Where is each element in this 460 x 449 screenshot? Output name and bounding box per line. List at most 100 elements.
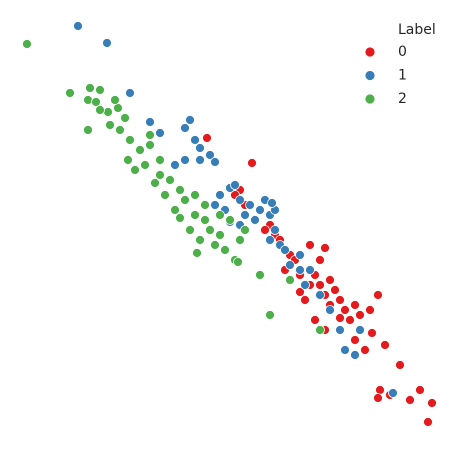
point xyxy=(115,125,125,135)
point xyxy=(315,280,325,290)
point xyxy=(180,195,190,205)
point xyxy=(240,210,250,220)
point xyxy=(205,225,215,235)
point xyxy=(350,335,360,345)
point xyxy=(247,158,257,168)
point xyxy=(388,388,398,398)
point xyxy=(195,155,205,165)
point xyxy=(270,225,280,235)
point xyxy=(145,130,155,140)
point xyxy=(215,230,225,240)
point xyxy=(305,265,315,275)
point xyxy=(375,385,385,395)
point xyxy=(210,240,220,250)
point xyxy=(123,155,133,165)
point xyxy=(230,180,240,190)
point xyxy=(380,340,390,350)
point xyxy=(210,200,220,210)
point xyxy=(295,287,305,297)
point xyxy=(367,328,377,338)
point xyxy=(130,165,140,175)
point xyxy=(180,155,190,165)
point xyxy=(315,325,325,335)
legend-label: 2 xyxy=(398,91,407,107)
point xyxy=(280,245,290,255)
point xyxy=(340,345,350,355)
point xyxy=(91,97,101,107)
point xyxy=(190,135,200,145)
point xyxy=(160,190,170,200)
point xyxy=(145,140,155,150)
point xyxy=(125,135,135,145)
point xyxy=(260,225,270,235)
point xyxy=(350,350,360,360)
point xyxy=(215,190,225,200)
point xyxy=(202,133,212,143)
point xyxy=(335,295,345,305)
point xyxy=(405,395,415,405)
point xyxy=(175,213,185,223)
point xyxy=(373,393,383,403)
point xyxy=(95,105,105,115)
point xyxy=(145,117,155,127)
point xyxy=(355,310,365,320)
point xyxy=(345,315,355,325)
point xyxy=(165,175,175,185)
point xyxy=(423,417,433,427)
point xyxy=(102,38,112,48)
point xyxy=(235,195,245,205)
point xyxy=(330,285,340,295)
point xyxy=(190,190,200,200)
point xyxy=(65,88,75,98)
point xyxy=(83,125,93,135)
point xyxy=(110,95,120,105)
point xyxy=(395,360,405,370)
point xyxy=(195,143,205,153)
point xyxy=(335,325,345,335)
point xyxy=(295,265,305,275)
point xyxy=(255,270,265,280)
point xyxy=(235,235,245,245)
point xyxy=(240,225,250,235)
point xyxy=(155,155,165,165)
point xyxy=(373,290,383,300)
point xyxy=(190,210,200,220)
point xyxy=(325,275,335,285)
point xyxy=(192,248,202,258)
point xyxy=(310,315,320,325)
point xyxy=(355,325,365,335)
point xyxy=(335,313,345,323)
legend-label: 1 xyxy=(398,68,407,84)
legend-title: Label xyxy=(398,22,436,38)
point xyxy=(300,280,310,290)
point xyxy=(350,300,360,310)
point xyxy=(155,170,165,180)
legend-marker xyxy=(364,70,376,81)
point xyxy=(180,123,190,133)
point xyxy=(215,210,225,220)
point xyxy=(73,21,83,31)
point xyxy=(210,157,220,167)
point xyxy=(360,345,370,355)
point xyxy=(250,215,260,225)
point xyxy=(340,305,350,315)
point xyxy=(170,160,180,170)
point xyxy=(103,107,113,117)
point xyxy=(320,243,330,253)
legend-label: 0 xyxy=(398,44,407,60)
point xyxy=(300,295,310,305)
legend-marker xyxy=(364,93,376,105)
point xyxy=(265,310,275,320)
point xyxy=(305,240,315,250)
point xyxy=(220,245,230,255)
point xyxy=(285,260,295,270)
point xyxy=(135,145,145,155)
point xyxy=(225,215,235,225)
point xyxy=(170,205,180,215)
point xyxy=(325,305,335,315)
point xyxy=(22,39,32,49)
point xyxy=(245,200,255,210)
point xyxy=(155,128,165,138)
point xyxy=(415,385,425,395)
